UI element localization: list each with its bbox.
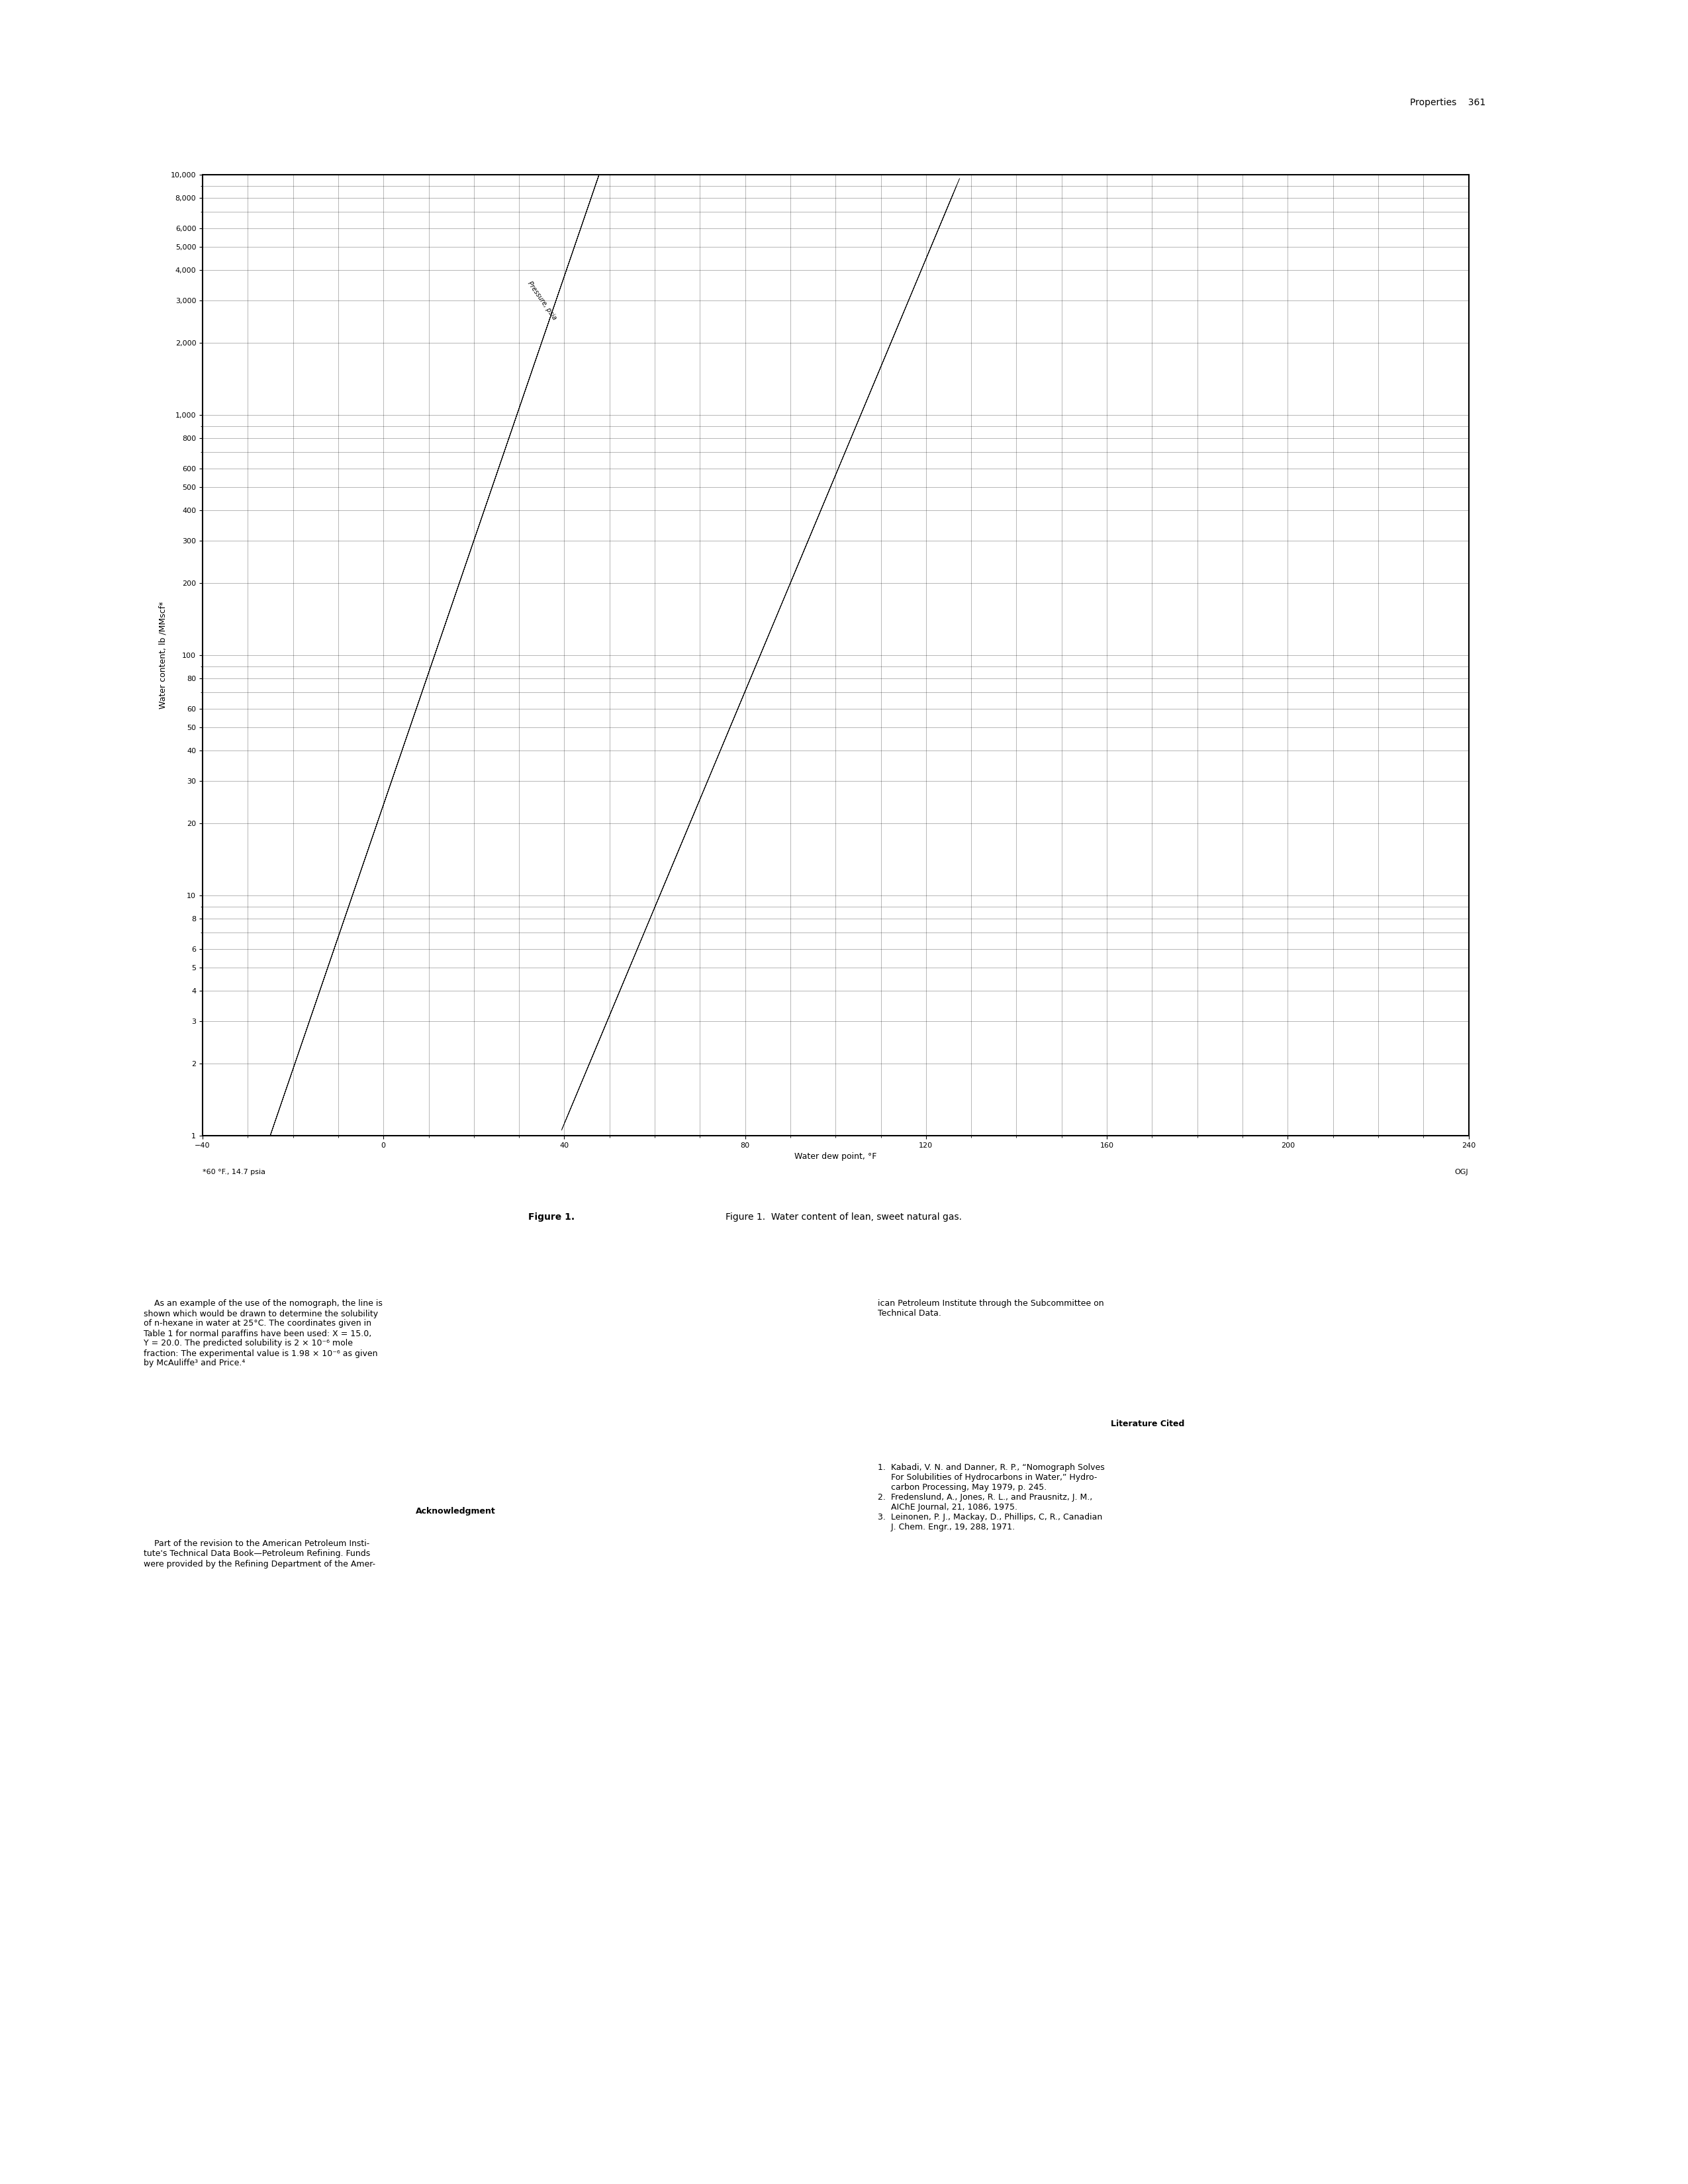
- X-axis label: Water dew point, °F: Water dew point, °F: [795, 1153, 876, 1162]
- Text: Figure 1.: Figure 1.: [528, 1212, 574, 1221]
- Text: OGJ: OGJ: [1455, 1168, 1469, 1175]
- Text: 1.  Kabadi, V. N. and Danner, R. P., “Nomograph Solves
     For Solubilities of : 1. Kabadi, V. N. and Danner, R. P., “Nom…: [878, 1463, 1104, 1531]
- Text: Literature Cited: Literature Cited: [1111, 1420, 1185, 1428]
- Text: As an example of the use of the nomograph, the line is
shown which would be draw: As an example of the use of the nomograp…: [143, 1299, 383, 1367]
- Text: Properties    361: Properties 361: [1409, 98, 1485, 107]
- Y-axis label: Water content, lb /MMscf*: Water content, lb /MMscf*: [159, 601, 167, 710]
- Text: Acknowledgment: Acknowledgment: [415, 1507, 496, 1516]
- Text: ican Petroleum Institute through the Subcommittee on
Technical Data.: ican Petroleum Institute through the Sub…: [878, 1299, 1104, 1317]
- Text: Pressure, psia: Pressure, psia: [527, 280, 557, 321]
- Text: Figure 1.  Water content of lean, sweet natural gas.: Figure 1. Water content of lean, sweet n…: [726, 1212, 962, 1221]
- Text: *60 °F., 14.7 psia: *60 °F., 14.7 psia: [203, 1168, 265, 1175]
- Text: Part of the revision to the American Petroleum Insti-
tute's Technical Data Book: Part of the revision to the American Pet…: [143, 1540, 375, 1568]
